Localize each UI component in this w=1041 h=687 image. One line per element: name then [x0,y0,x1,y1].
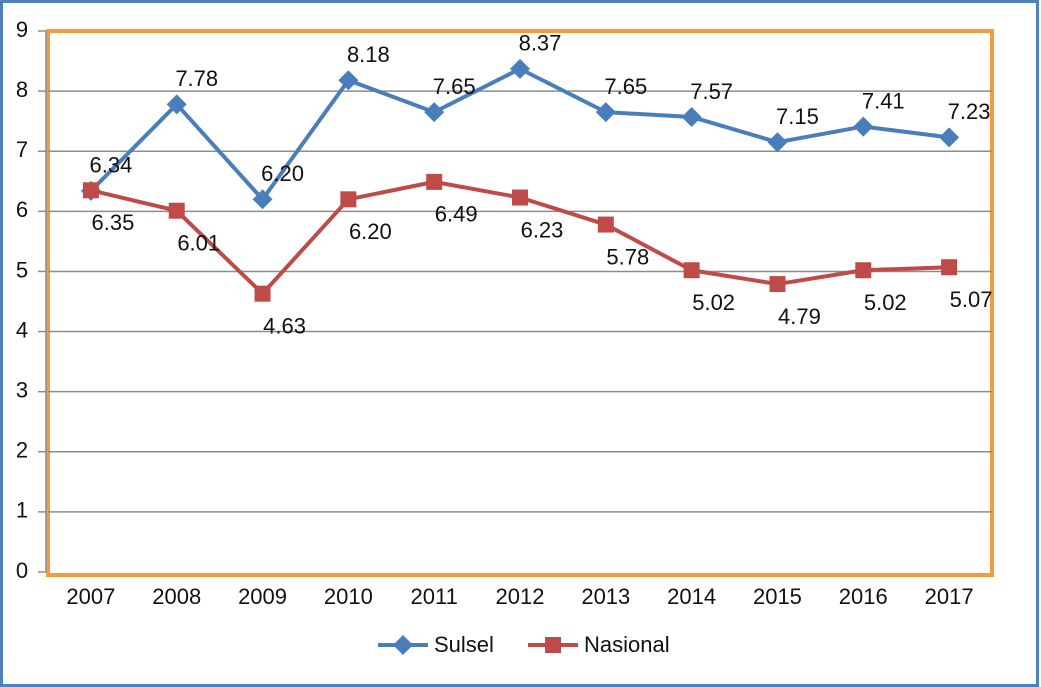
data-label: 6.20 [349,219,392,244]
plot-border [46,29,994,577]
point [853,116,874,137]
data-label: 4.79 [778,304,821,329]
data-label: 7.41 [862,88,905,113]
data-label: 6.23 [521,217,564,242]
y-tick-label: 2 [16,438,28,463]
data-label: 7.65 [433,74,476,99]
y-tick-label: 0 [16,558,28,583]
point [769,276,786,293]
data-label: 7.15 [776,104,819,129]
x-tick-label: 2010 [324,584,373,609]
y-tick-label: 6 [16,197,28,222]
x-tick-label: 2015 [753,584,802,609]
data-label: 8.37 [519,31,562,56]
point [424,102,445,123]
legend-marker [545,637,561,653]
point [82,182,99,199]
point [166,94,187,115]
point [767,132,788,153]
data-label: 7.57 [690,79,733,104]
point [426,173,443,190]
data-label: 6.01 [177,231,220,256]
point [338,70,359,91]
y-tick-label: 7 [16,137,28,162]
y-tick-label: 4 [16,317,28,342]
x-tick-label: 2009 [238,584,287,609]
data-label: 8.18 [347,42,390,67]
x-tick-label: 2012 [496,584,545,609]
y-tick-label: 1 [16,498,28,523]
point [252,189,273,210]
data-label: 7.65 [604,74,647,99]
x-tick-label: 2016 [839,584,888,609]
x-tick-label: 2013 [581,584,630,609]
x-tick-label: 2017 [925,584,974,609]
legend-marker [393,635,413,655]
data-label: 7.78 [175,66,218,91]
point [941,259,958,276]
point [340,191,357,208]
y-tick-label: 8 [16,77,28,102]
x-tick-label: 2014 [667,584,716,609]
data-label: 5.78 [606,244,649,269]
data-label: 5.02 [864,290,907,315]
point [683,262,700,279]
data-label: 7.23 [948,99,991,124]
data-label: 6.49 [435,202,478,227]
legend-label: Nasional [584,632,670,657]
point [597,216,614,233]
data-label: 5.07 [950,287,993,312]
point [681,106,702,127]
y-tick-label: 3 [16,377,28,402]
series-line [89,66,950,202]
point [512,189,528,206]
data-label: 6.20 [261,161,304,186]
point [510,58,530,79]
x-tick-label: 2007 [66,584,115,609]
y-tick-label: 5 [16,257,28,282]
point [855,262,872,279]
data-label: 6.34 [89,153,132,178]
x-tick-label: 2011 [411,584,458,609]
legend-label: Sulsel [434,632,494,657]
point [595,102,616,123]
y-tick-label: 9 [16,17,28,42]
data-label: 5.02 [692,290,735,315]
data-label: 6.35 [91,210,134,235]
data-label: 4.63 [263,313,306,338]
point [254,285,271,302]
point [168,202,185,219]
x-tick-label: 2008 [152,584,201,609]
point [939,127,960,148]
